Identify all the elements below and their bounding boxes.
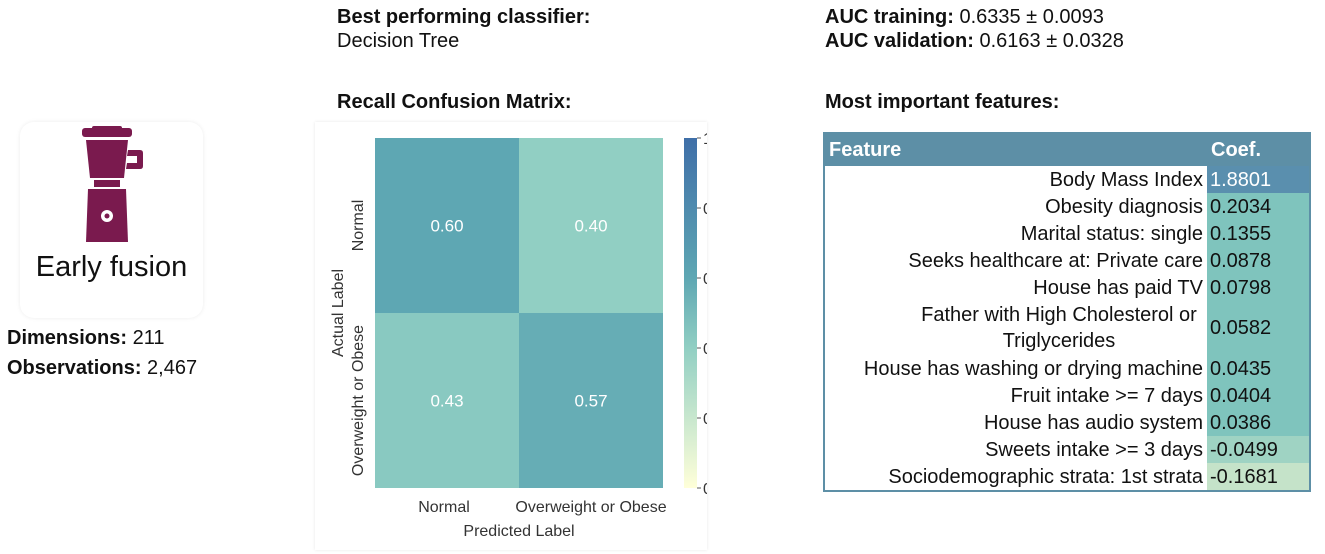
- feature-coef: 0.1355: [1207, 220, 1309, 247]
- y-tick-label: Overweight or Obese: [350, 325, 367, 476]
- classifier-block: Best performing classifier: Decision Tre…: [337, 5, 590, 53]
- feature-name: House has paid TV: [1033, 276, 1203, 299]
- feature-coef: 0.0435: [1207, 355, 1309, 382]
- feature-name: House has audio system: [983, 411, 1203, 434]
- table-row: House has audio system 0.0386: [825, 409, 1309, 436]
- colorbar-tick-label: 0.4: [703, 341, 707, 358]
- heatmap-cell: [519, 138, 663, 313]
- feature-name: House has washing or drying machine: [863, 357, 1203, 380]
- cell-value-label: 0.40: [574, 217, 607, 236]
- table-row: Body Mass Index 1.8801: [825, 166, 1309, 193]
- cell-value-label: 0.57: [574, 392, 607, 411]
- dataset-stats: Dimensions: 211 Observations: 2,467: [7, 323, 197, 383]
- feature-column-header: Feature: [825, 134, 1207, 166]
- heatmap-cell: [519, 313, 663, 488]
- heatmap-cell: [375, 138, 519, 313]
- confusion-matrix-title: Recall Confusion Matrix:: [337, 91, 572, 113]
- fusion-label: Early fusion: [35, 251, 188, 283]
- classifier-name: Decision Tree: [337, 30, 460, 52]
- table-row: Obesity diagnosis 0.2034: [825, 193, 1309, 220]
- x-axis-title: Predicted Label: [463, 523, 574, 540]
- auc-validation-line: AUC validation: 0.6163 ± 0.0328: [825, 29, 1124, 53]
- feature-coef: 0.0404: [1207, 382, 1309, 409]
- auc-training-line: AUC training: 0.6335 ± 0.0093: [825, 5, 1124, 29]
- feature-coef: 0.0878: [1207, 247, 1309, 274]
- feature-name: Sweets intake >= 3 days: [985, 438, 1203, 461]
- colorbar-tick-label: 0.8: [703, 201, 707, 218]
- x-tick-label: Overweight or Obese: [515, 499, 666, 516]
- feature-name: Sociodemographic strata: 1st strata: [888, 465, 1203, 488]
- features-table-wrap: Feature Coef. Body Mass Index 1.8801 Obesi…: [823, 132, 1311, 492]
- confusion-matrix-chart: 0.60 0.40 0.43 0.57 Normal Overweight or Obes…: [330, 131, 707, 540]
- coef-column-header: Coef.: [1207, 134, 1309, 166]
- feature-coef: 0.0582: [1207, 301, 1309, 355]
- feature-coef: -0.0499: [1207, 436, 1309, 463]
- observations-line: Observations: 2,467: [7, 353, 197, 383]
- table-row: Fruit intake >= 7 days 0.0404: [825, 382, 1309, 409]
- features-table-header: Feature Coef.: [825, 134, 1309, 166]
- y-tick-label: Normal: [350, 200, 367, 252]
- colorbar-tick-label: 0.0: [703, 481, 707, 498]
- colorbar-tick-label: 0.2: [703, 411, 707, 428]
- feature-name: Body Mass Index: [1049, 168, 1203, 191]
- table-row: House has washing or drying machine 0.043…: [825, 355, 1309, 382]
- observations-value: 2,467: [147, 357, 198, 379]
- x-tick-label: Normal: [418, 499, 470, 516]
- colorbar: [684, 138, 697, 488]
- table-row: Marital status: single 0.1355: [825, 220, 1309, 247]
- feature-name: Seeks healthcare at: Private care: [908, 249, 1203, 272]
- feature-coef: 0.0798: [1207, 274, 1309, 301]
- cell-value-label: 0.43: [430, 392, 463, 411]
- table-row: Seeks healthcare at: Private care 0.0878: [825, 247, 1309, 274]
- table-row: Sweets intake >= 3 days -0.0499: [825, 436, 1309, 463]
- auc-validation-value: 0.6163 ± 0.0328: [979, 30, 1124, 52]
- heatmap-cell: [375, 313, 519, 488]
- feature-coef: 0.2034: [1207, 193, 1309, 220]
- table-row: House has paid TV 0.0798: [825, 274, 1309, 301]
- feature-coef: -0.1681: [1207, 463, 1309, 490]
- feature-name: Marital status: single: [1020, 222, 1203, 245]
- colorbar-tick-label: 1.0: [703, 131, 707, 148]
- cell-value-label: 0.60: [430, 217, 463, 236]
- auc-training-value: 0.6335 ± 0.0093: [959, 6, 1104, 28]
- dimensions-line: Dimensions: 211: [7, 323, 197, 353]
- blender-icon: [82, 126, 143, 242]
- auc-training-label: AUC training:: [825, 6, 954, 28]
- y-axis-title: Actual Label: [330, 269, 347, 357]
- colorbar-tick-label: 0.6: [703, 271, 707, 288]
- features-title: Most important features:: [825, 91, 1060, 113]
- feature-coef: 1.8801: [1207, 166, 1309, 193]
- dimensions-value: 211: [132, 327, 165, 349]
- confusion-matrix-panel: 0.60 0.40 0.43 0.57 Normal Overweight or Obes…: [315, 122, 707, 550]
- feature-coef: 0.0386: [1207, 409, 1309, 436]
- dimensions-label: Dimensions:: [7, 327, 128, 349]
- table-row: Sociodemographic strata: 1st strata -0.16…: [825, 463, 1309, 490]
- observations-label: Observations:: [7, 357, 142, 379]
- features-table: Feature Coef. Body Mass Index 1.8801 Obesi…: [825, 134, 1309, 490]
- auc-validation-label: AUC validation:: [825, 30, 974, 52]
- auc-block: AUC training: 0.6335 ± 0.0093 AUC valida…: [825, 5, 1124, 53]
- feature-name: Fruit intake >= 7 days: [1010, 384, 1203, 407]
- feature-name: Father with High Cholesterol or Triglyce…: [921, 304, 1197, 352]
- table-row: Father with High Cholesterol or Triglyce…: [825, 301, 1309, 355]
- feature-name: Obesity diagnosis: [1045, 195, 1203, 218]
- classifier-heading: Best performing classifier:: [337, 6, 591, 28]
- fusion-card: Early fusion: [20, 122, 203, 318]
